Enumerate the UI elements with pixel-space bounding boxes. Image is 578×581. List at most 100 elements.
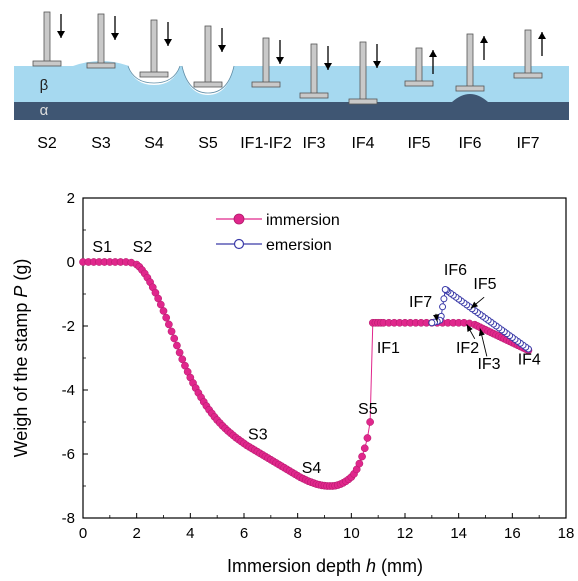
pointer-arrowhead-icon [433,314,439,322]
x-tick-label: 18 [558,525,575,542]
annotation-label: S5 [358,401,378,418]
x-tick-label: 16 [504,525,521,542]
motion-arrow-up-icon [429,50,437,57]
x-tick-label: 8 [293,525,301,542]
stamp-stem [150,19,158,74]
x-axis-label: Immersion depth h (mm) [227,556,423,576]
motion-arrow-down-icon [324,63,332,70]
y-tick-label: -2 [62,318,75,335]
schematic-panel [452,33,488,102]
motion-arrow-down-icon [218,45,226,52]
stamp-plate [404,80,434,87]
immersion-point [360,444,369,453]
immersion-line [83,261,529,487]
schematic-panel [32,11,65,67]
schematic-panel [299,43,332,99]
immersion-point [165,320,173,329]
emersion-point [439,303,447,311]
x-tick-label: 12 [397,525,414,542]
emersion-point [441,286,449,294]
schematic-panel-label: IF3 [302,135,325,152]
stamp-stem [204,25,212,84]
x-tick-label: 14 [450,525,467,542]
stamp-plate [251,81,281,88]
legend-immersion-label: immersion [266,212,340,229]
schematic-panel-label: S5 [198,135,218,152]
y-tick-label: -8 [62,510,75,527]
x-tick-label: 0 [79,525,87,542]
y-tick-label: 0 [67,254,75,271]
annotation-label: S2 [133,239,153,256]
legend-emersion-label: emersion [266,237,332,254]
schematic-panel-label: S3 [91,135,111,152]
y-tick-label: 2 [67,190,75,207]
emersion-point [440,295,448,303]
schematic-panel [127,19,181,85]
annotation-label: IF2 [456,340,479,357]
y-axis-label-text: Weigh of the stamp [11,298,31,458]
pointer-arrowhead-icon [466,324,473,332]
series-immersion [79,258,533,490]
annotation-label: IF5 [473,276,496,293]
stamp-plate [299,92,329,99]
immersion-point [355,459,364,468]
annotation-label: IF1 [377,340,400,357]
immersion-point [175,348,184,357]
motion-arrow-down-icon [373,61,381,68]
annotation-arrows [433,296,488,357]
stamp-plate [193,81,223,88]
y-axis-label-variable: P [11,286,31,298]
beta-layer [14,66,569,102]
x-tick-label: 6 [240,525,248,542]
motion-arrow-down-icon [276,57,284,64]
alpha-layer [14,102,569,120]
annotation-label: IF6 [444,262,467,279]
schematic-panel [348,41,381,105]
motion-arrow-down-icon [111,33,119,40]
stamp-plate [86,62,116,69]
stamp-plate [139,71,169,78]
emersion-point [428,319,436,327]
chart: 0 2 4 6 8 10 12 14 16 18 -8 -6 -4 -2 0 2 S1 S2 S3 S4 S5 IF1 I… [11,190,574,576]
x-tick-label: 4 [186,525,194,542]
immersion-point [170,334,179,343]
x-axis-label-unit: (mm) [376,556,423,576]
stamp-stem [97,13,105,65]
stamp-stem [524,29,532,75]
immersion-point [159,307,168,315]
schematic-panel-label: S2 [37,135,57,152]
immersion-point [167,327,176,336]
stamp-plate [455,85,485,92]
annotation-label: S3 [248,427,268,444]
x-tick-label: 10 [343,525,360,542]
immersion-point [366,418,374,426]
stamp-stem [415,47,423,83]
schematic-diagram: β α S2 S3 S4 S5 IF1-IF2 IF3 IF4 IF5 IF6 IF7 [14,11,569,152]
y-tick-label: -6 [62,446,75,463]
motion-arrow-down-icon [164,39,172,46]
x-axis-label-variable: h [366,556,376,576]
schematic-panel [73,13,129,69]
stamp-plate [32,60,62,67]
stamp-stem [359,41,367,101]
schematic-panel [251,37,284,88]
y-axis-label: Weigh of the stamp P (g) [11,259,31,458]
meniscus-outline [181,65,235,94]
immersion-point [178,355,187,364]
axis-ticks: 0 2 4 6 8 10 12 14 16 18 -8 -6 -4 -2 0 2 [62,190,575,542]
annotation-label: IF3 [477,356,500,373]
schematic-panel-label: IF5 [407,135,430,152]
schematic-panel-label: S4 [144,135,164,152]
immersion-point [363,434,372,442]
schematic-panel-label: IF4 [351,135,374,152]
stamp-stem [43,11,51,63]
legend-immersion-marker [233,213,245,225]
meniscus-outline [127,65,181,84]
immersion-point [173,341,181,350]
annotation-label: S1 [92,239,112,256]
schematic-panel [513,29,546,79]
x-axis-label-text: Immersion depth [227,556,366,576]
legend-emersion-marker [233,238,245,250]
